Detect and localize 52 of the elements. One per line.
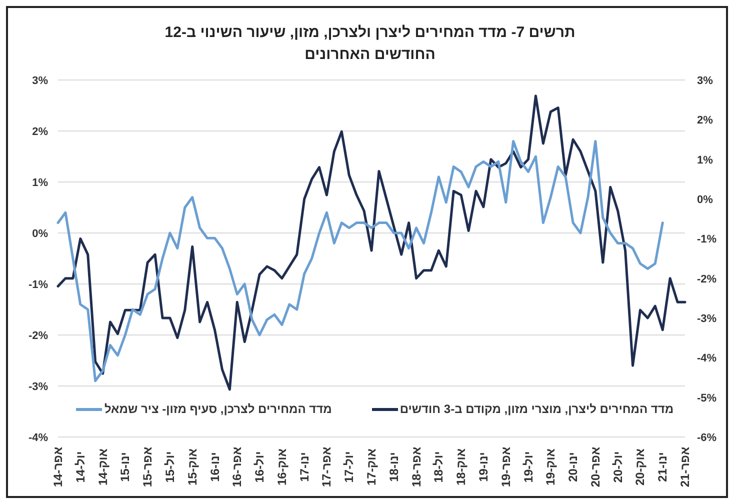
x-tick-label: ינו-19	[476, 452, 490, 482]
x-tick-label: אפר-20	[588, 446, 602, 488]
y2-tick-label: 0%	[697, 194, 714, 206]
x-tick-label: ינו-20	[566, 452, 580, 482]
y-tick-label: 3%	[32, 75, 48, 87]
x-tick-label: יול-19	[521, 451, 536, 483]
y-tick-label: 1%	[32, 177, 48, 189]
x-tick-label: יול-15	[162, 451, 177, 483]
line-series	[56, 140, 664, 382]
x-tick-label: אפר-14	[51, 446, 65, 488]
x-tick-label: ינו-16	[208, 452, 222, 482]
line-series	[56, 94, 686, 391]
legend-label: מדד המחירים לצרכן, סעיף מזון- ציר שמאל	[104, 402, 332, 416]
y2-tick-label: -5%	[697, 392, 717, 404]
x-tick-label: ינו-21	[656, 452, 670, 482]
x-tick-label: אפר-19	[498, 446, 513, 488]
x-tick-label: ינו-18	[386, 452, 401, 482]
y-tick-label: -4%	[28, 432, 48, 444]
x-tick-label: יול-16	[252, 451, 267, 483]
y2-tick-label: -6%	[697, 432, 717, 444]
y-tick-label: -2%	[28, 330, 48, 342]
x-tick-label: אוק-18	[454, 448, 468, 486]
x-tick-label: אוק-15	[185, 448, 200, 486]
x-tick-label: יול-17	[342, 451, 356, 483]
x-tick-label: אפר-17	[320, 446, 334, 488]
x-tick-label: יול-14	[73, 451, 88, 483]
y-tick-label: -3%	[28, 381, 48, 393]
y2-tick-label: -4%	[697, 352, 717, 365]
y2-tick-label: 3%	[697, 75, 714, 87]
x-tick-label: יול-20	[610, 451, 625, 483]
y-tick-label: -1%	[28, 279, 48, 291]
y2-tick-label: -3%	[697, 313, 717, 325]
y2-tick-label: -2%	[697, 273, 717, 286]
x-tick-label: ינו-15	[118, 452, 132, 482]
x-tick-label: אוק-17	[364, 448, 378, 486]
chart-title: תרשים 7- מדד המחירים ליצרן ולצרכן, מזון, שיעור השינוי ב-12 החודשים האחרונים	[164, 23, 576, 65]
x-tick-label: אפר-16	[230, 446, 244, 488]
x-tick-label: יול-18	[432, 451, 446, 483]
y-tick-label: 2%	[32, 126, 48, 138]
x-tick-label: אפר-18	[409, 446, 424, 488]
x-tick-label: אוק-16	[274, 448, 289, 486]
y2-tick-label: -1%	[697, 234, 717, 246]
x-tick-label: אפר-21	[678, 446, 692, 488]
y-tick-label: 0%	[32, 228, 48, 240]
legend-label: מדד המחירים ליצרן, מוצרי מזון, מקודם ב-3 חודשים	[400, 402, 674, 416]
x-tick-label: אוק-20	[633, 448, 648, 486]
x-tick-label: אוק-14	[96, 448, 110, 486]
x-tick-label: אוק-19	[544, 448, 558, 486]
x-tick-label: אפר-15	[140, 446, 155, 488]
y2-tick-label: 1%	[697, 154, 714, 166]
x-tick-label: ינו-17	[297, 452, 312, 482]
y2-tick-label: 2%	[697, 114, 714, 127]
